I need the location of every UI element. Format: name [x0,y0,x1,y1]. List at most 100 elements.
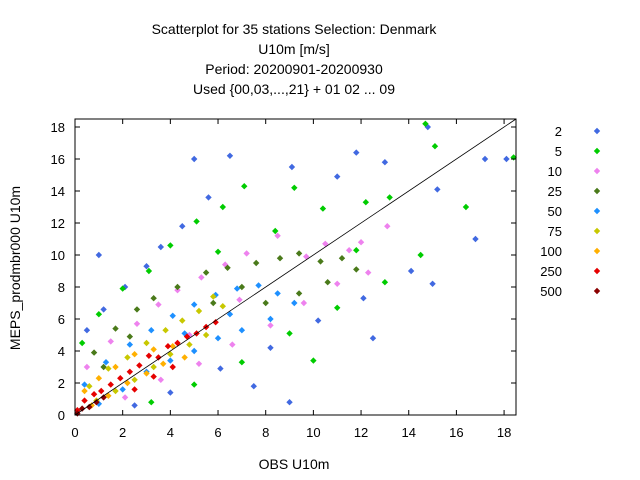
point-75-4 [162,327,169,334]
point-2-9 [334,173,341,180]
point-10-3 [155,301,162,308]
y-tick-label-2: 2 [58,376,65,391]
legend-marker-250 [593,267,601,275]
point-100-2 [112,363,119,371]
legend-marker-2 [593,127,601,135]
legend-marker-100 [593,247,601,255]
point-50-5 [190,301,198,308]
x-tick-label-12: 12 [354,425,368,440]
point-5-24 [214,248,222,255]
point-5-19 [238,359,246,366]
y-tick-label-18: 18 [51,120,65,135]
point-100-11 [181,354,188,361]
x-tick-label-2: 2 [119,425,126,440]
point-25-13 [324,279,331,286]
point-25-2 [133,306,141,313]
x-tick-label-18: 18 [497,425,511,440]
legend-marker-50 [593,207,601,215]
point-50-3 [148,327,155,334]
point-25-1 [112,325,119,332]
x-axis-label: OBS U10m [259,456,330,472]
point-500-3 [93,399,100,406]
point-5-12 [422,120,429,127]
point-50-4 [169,312,176,319]
chart-title: Scatterplot for 35 stations Selection: D… [152,21,438,97]
point-100-5 [169,343,176,350]
point-250-8 [145,352,153,359]
point-10-20 [157,376,165,383]
x-tick-label-4: 4 [167,425,174,440]
point-10-18 [229,341,236,348]
point-2-8 [288,163,296,171]
point-25-3 [150,295,157,302]
point-5-9 [319,205,327,212]
point-50-20 [181,330,188,337]
point-250-9 [155,354,162,361]
point-5-7 [241,183,248,190]
point-2-22 [286,399,293,406]
y-tick-label-8: 8 [58,280,65,295]
point-10-9 [303,253,310,260]
point-250-11 [174,339,181,347]
point-50-13 [214,335,222,342]
point-2-23 [429,280,436,287]
legend-label-5: 5 [555,144,562,159]
title-line-3: Period: 20200901-20200930 [205,61,383,77]
point-10-23 [236,296,243,303]
plot-frame [74,118,517,416]
point-10-21 [121,394,129,401]
x-tick-label-14: 14 [401,425,415,440]
point-10-5 [198,274,205,281]
x-tick-label-16: 16 [449,425,463,440]
point-250-3 [98,387,105,395]
point-100-6 [160,360,167,367]
point-25-16 [126,333,134,340]
point-75-12 [150,363,157,371]
point-25-11 [338,255,346,262]
point-25-18 [210,299,217,307]
point-5-17 [334,304,341,311]
point-5-21 [148,399,155,406]
point-2-29 [95,251,103,259]
point-10-2 [133,320,141,327]
point-10-13 [384,223,391,230]
point-5-20 [190,381,198,388]
point-75-14 [112,387,119,395]
point-50-8 [255,282,262,289]
y-tick-label-0: 0 [58,408,65,423]
point-10-19 [195,360,203,367]
point-100-8 [124,379,131,387]
point-5-1 [95,311,103,318]
point-25-6 [224,264,231,271]
point-2-20 [167,389,174,396]
point-10-10 [322,240,329,247]
y-axis-label: MEPS_prodmbr000 U10m [7,186,23,350]
x-tick-label-10: 10 [306,425,320,440]
point-5-6 [219,203,226,211]
y-tick-label-4: 4 [58,344,65,359]
point-75-7 [210,293,217,300]
legend-label-2: 2 [555,124,562,139]
point-5-26 [462,203,470,211]
point-250-12 [183,333,191,340]
point-10-15 [334,280,341,287]
x-tick-label-8: 8 [262,425,269,440]
point-10-7 [243,250,250,257]
point-2-4 [157,243,165,251]
legend-label-500: 500 [540,284,562,299]
point-75-11 [167,351,174,358]
point-100-7 [143,370,150,377]
legend-marker-500 [593,287,601,295]
point-75-2 [124,354,131,361]
point-2-25 [250,383,257,390]
point-75-6 [195,307,203,315]
point-2-19 [217,365,224,372]
point-250-4 [107,381,114,388]
point-50-2 [126,341,134,348]
point-2-13 [481,155,489,163]
point-75-9 [202,331,210,339]
point-2-14 [472,235,479,243]
point-5-15 [417,251,424,259]
point-75-8 [219,303,226,310]
point-2-12 [434,186,441,193]
